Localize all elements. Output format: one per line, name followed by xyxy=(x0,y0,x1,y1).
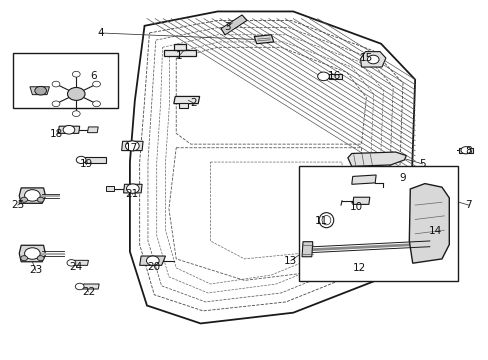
Text: 2: 2 xyxy=(190,98,196,108)
Circle shape xyxy=(146,256,159,265)
Text: 21: 21 xyxy=(125,189,139,199)
Text: 9: 9 xyxy=(399,173,406,183)
Text: 14: 14 xyxy=(428,226,441,236)
Circle shape xyxy=(24,248,40,259)
Polygon shape xyxy=(328,74,341,79)
Text: 18: 18 xyxy=(50,129,63,139)
Polygon shape xyxy=(73,260,88,265)
Circle shape xyxy=(72,71,80,77)
Polygon shape xyxy=(19,188,45,203)
Circle shape xyxy=(366,55,378,64)
Text: 15: 15 xyxy=(359,53,372,63)
Circle shape xyxy=(125,141,139,151)
Text: 25: 25 xyxy=(11,200,24,210)
Text: 7: 7 xyxy=(465,200,471,210)
Polygon shape xyxy=(105,186,114,192)
Polygon shape xyxy=(360,51,385,67)
Polygon shape xyxy=(58,126,80,134)
Polygon shape xyxy=(84,157,105,163)
Circle shape xyxy=(20,256,27,261)
Polygon shape xyxy=(140,256,165,265)
Polygon shape xyxy=(302,242,312,257)
Polygon shape xyxy=(173,44,185,50)
Circle shape xyxy=(92,81,100,87)
Circle shape xyxy=(67,260,76,266)
Ellipse shape xyxy=(319,213,333,228)
Polygon shape xyxy=(352,197,369,204)
Text: 5: 5 xyxy=(418,159,425,169)
Circle shape xyxy=(52,81,60,87)
Text: 16: 16 xyxy=(327,71,341,81)
Circle shape xyxy=(75,283,84,290)
Polygon shape xyxy=(408,184,448,263)
Polygon shape xyxy=(173,96,199,104)
Polygon shape xyxy=(347,152,406,166)
Polygon shape xyxy=(19,245,45,262)
Text: 12: 12 xyxy=(352,263,365,273)
Polygon shape xyxy=(163,50,195,56)
Text: 3: 3 xyxy=(224,22,230,32)
Circle shape xyxy=(63,126,75,134)
Circle shape xyxy=(126,184,139,193)
Text: 24: 24 xyxy=(69,262,83,272)
Circle shape xyxy=(460,147,470,154)
Polygon shape xyxy=(123,184,142,193)
Polygon shape xyxy=(221,15,246,35)
Polygon shape xyxy=(222,16,245,34)
Polygon shape xyxy=(178,103,188,108)
Circle shape xyxy=(317,72,329,81)
Bar xyxy=(299,166,457,281)
Circle shape xyxy=(92,101,100,107)
Circle shape xyxy=(35,86,46,95)
Text: 23: 23 xyxy=(29,265,42,275)
Circle shape xyxy=(67,87,85,100)
Text: 4: 4 xyxy=(97,28,104,38)
Polygon shape xyxy=(411,228,427,241)
Text: 20: 20 xyxy=(147,262,161,272)
Circle shape xyxy=(20,197,27,202)
Text: 1: 1 xyxy=(175,51,182,61)
Text: 11: 11 xyxy=(314,216,327,226)
Circle shape xyxy=(52,101,60,107)
Text: 17: 17 xyxy=(124,143,138,153)
Bar xyxy=(13,53,118,108)
Text: 8: 8 xyxy=(465,146,471,156)
Text: 22: 22 xyxy=(81,287,95,297)
Polygon shape xyxy=(82,284,99,289)
Polygon shape xyxy=(87,127,98,133)
Polygon shape xyxy=(30,87,49,95)
Polygon shape xyxy=(458,148,472,153)
Text: 6: 6 xyxy=(90,71,97,81)
Polygon shape xyxy=(122,141,143,150)
Text: 10: 10 xyxy=(349,202,363,212)
Circle shape xyxy=(37,256,44,261)
Circle shape xyxy=(37,197,44,202)
Polygon shape xyxy=(130,12,414,323)
Circle shape xyxy=(76,156,86,163)
Text: 13: 13 xyxy=(284,256,297,266)
Polygon shape xyxy=(351,175,375,184)
Circle shape xyxy=(24,190,40,201)
Polygon shape xyxy=(254,35,273,44)
Text: 19: 19 xyxy=(79,159,92,169)
Circle shape xyxy=(72,111,80,117)
